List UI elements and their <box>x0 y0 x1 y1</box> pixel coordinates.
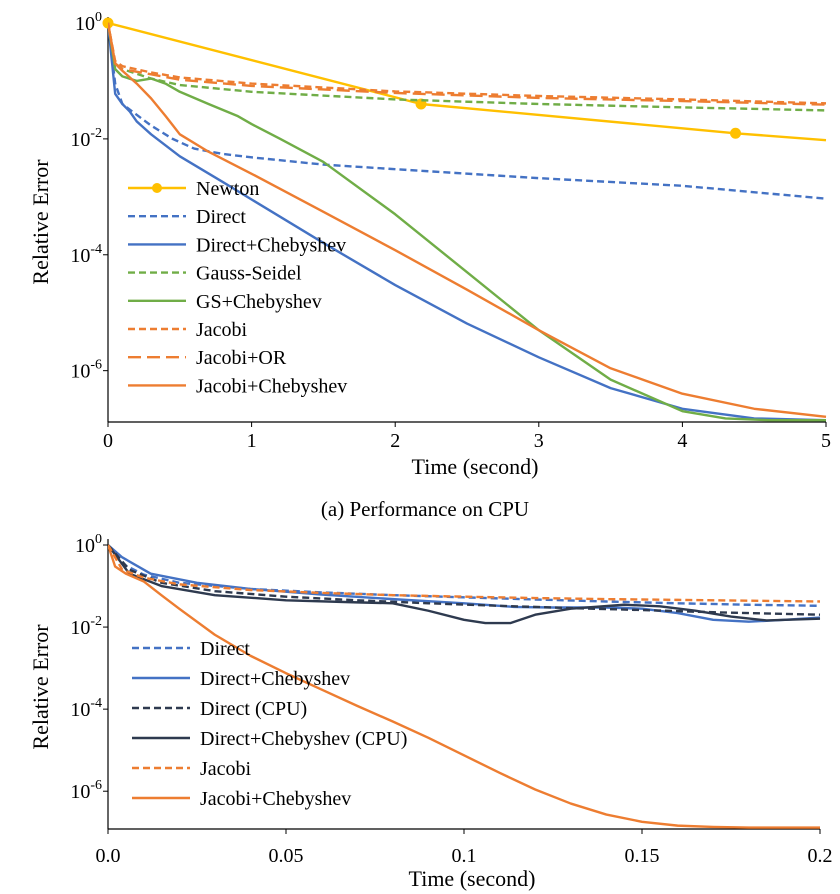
y-axis-label: Relative Error <box>28 624 53 750</box>
legend-label: Jacobi+Chebyshev <box>200 788 351 810</box>
y-tick-label: 10-2 <box>70 614 102 639</box>
x-tick-label: 0.2 <box>808 845 833 867</box>
x-tick-label: 0.15 <box>625 845 660 867</box>
series-line-direct <box>108 22 827 200</box>
chart-caption: (a) Performance on CPU <box>321 497 529 521</box>
y-axis-label: Relative Error <box>28 159 53 285</box>
legend-label: GS+Chebyshev <box>196 291 322 313</box>
legend-label: Direct (CPU) <box>200 698 307 720</box>
legend-label: Jacobi+Chebyshev <box>196 375 347 397</box>
series-line-jacobi-chebyshev <box>108 22 827 418</box>
legend-item-jacobi-chebyshev: Jacobi+Chebyshev <box>128 375 347 397</box>
legend-label: Direct+Chebyshev (CPU) <box>200 728 407 750</box>
legend-item-direct-chebyshev: Direct+Chebyshev <box>132 668 350 690</box>
y-tick-label: 10-6 <box>70 358 102 383</box>
legend-label: Jacobi <box>196 319 248 341</box>
x-tick-label: 0.0 <box>96 845 121 867</box>
x-tick-label: 3 <box>534 430 544 452</box>
legend-label: Newton <box>196 178 259 200</box>
legend-item-jacobi-or: Jacobi+OR <box>128 347 287 369</box>
legend-item-jacobi-chebyshev: Jacobi+Chebyshev <box>132 788 351 810</box>
x-tick-label: 0 <box>103 430 113 452</box>
series-line-jacobi-or <box>108 22 827 106</box>
legend-label: Direct+Chebyshev <box>200 668 350 690</box>
x-axis-label: Time (second) <box>409 866 536 891</box>
legend-item-gauss-seidel: Gauss-Seidel <box>128 263 302 285</box>
legend-item-direct-chebyshev: Direct+Chebyshev <box>128 234 346 256</box>
legend-label: Direct <box>196 206 246 228</box>
legend-item-jacobi: Jacobi <box>132 758 252 780</box>
legend-item-direct-chebyshev-cpu: Direct+Chebyshev (CPU) <box>132 728 407 750</box>
legend-item-direct: Direct <box>132 638 250 660</box>
x-tick-label: 0.1 <box>452 845 477 867</box>
y-tick-label: 100 <box>75 532 102 557</box>
legend-label: Jacobi <box>200 758 252 780</box>
legend-label: Direct <box>200 638 250 660</box>
y-tick-label: 100 <box>75 10 102 35</box>
panel-gpu-chart: 0.0 0.05 0.1 0.15 0.2 100 10-2 10-4 10-6 Time (se… <box>28 532 833 891</box>
legend: Direct Direct+Chebyshev Direct (CPU) Direct… <box>132 638 407 810</box>
legend-item-newton: Newton <box>128 178 259 200</box>
legend-item-gs-chebyshev: GS+Chebyshev <box>128 291 322 313</box>
y-tick-label: 10-4 <box>70 242 102 267</box>
x-tick-label: 5 <box>821 430 831 452</box>
x-tick-label: 1 <box>247 430 257 452</box>
legend-label: Gauss-Seidel <box>196 263 302 285</box>
series-line-direct-cpu <box>108 544 821 616</box>
x-tick-label: 0.05 <box>269 845 304 867</box>
x-tick-label: 2 <box>390 430 400 452</box>
x-tick-label: 4 <box>677 430 687 452</box>
legend-item-jacobi: Jacobi <box>128 319 248 341</box>
series-line-direct <box>108 544 821 607</box>
series-line-jacobi <box>108 544 821 603</box>
series-line-gauss-seidel <box>108 22 827 112</box>
legend-label: Direct+Chebyshev <box>196 234 346 256</box>
legend: Newton Direct Direct+Chebyshev Gauss-Seidel… <box>128 178 347 397</box>
y-tick-label: 10-2 <box>70 126 102 151</box>
series-line-jacobi-chebyshev <box>108 544 820 829</box>
data-point-newton <box>730 127 742 139</box>
legend-label: Jacobi+OR <box>196 347 287 369</box>
legend-item-direct-cpu: Direct (CPU) <box>132 698 307 720</box>
legend-marker <box>152 183 162 193</box>
legend-item-direct: Direct <box>128 206 246 228</box>
series-line-newton <box>108 21 827 142</box>
series-line-direct-chebyshev <box>108 544 821 623</box>
y-tick-label: 10-6 <box>70 778 102 803</box>
series-line-gs-chebyshev <box>108 22 826 422</box>
y-tick-label: 10-4 <box>70 696 102 721</box>
series-line-direct-chebyshev <box>108 22 827 422</box>
x-axis-label: Time (second) <box>412 454 539 479</box>
series-line-jacobi <box>108 22 827 105</box>
panel-cpu-chart: 0 1 2 3 4 5 100 10-2 10-4 10-6 Time (second) Relati… <box>28 10 831 521</box>
series-line-direct-chebyshev-cpu <box>108 544 821 625</box>
